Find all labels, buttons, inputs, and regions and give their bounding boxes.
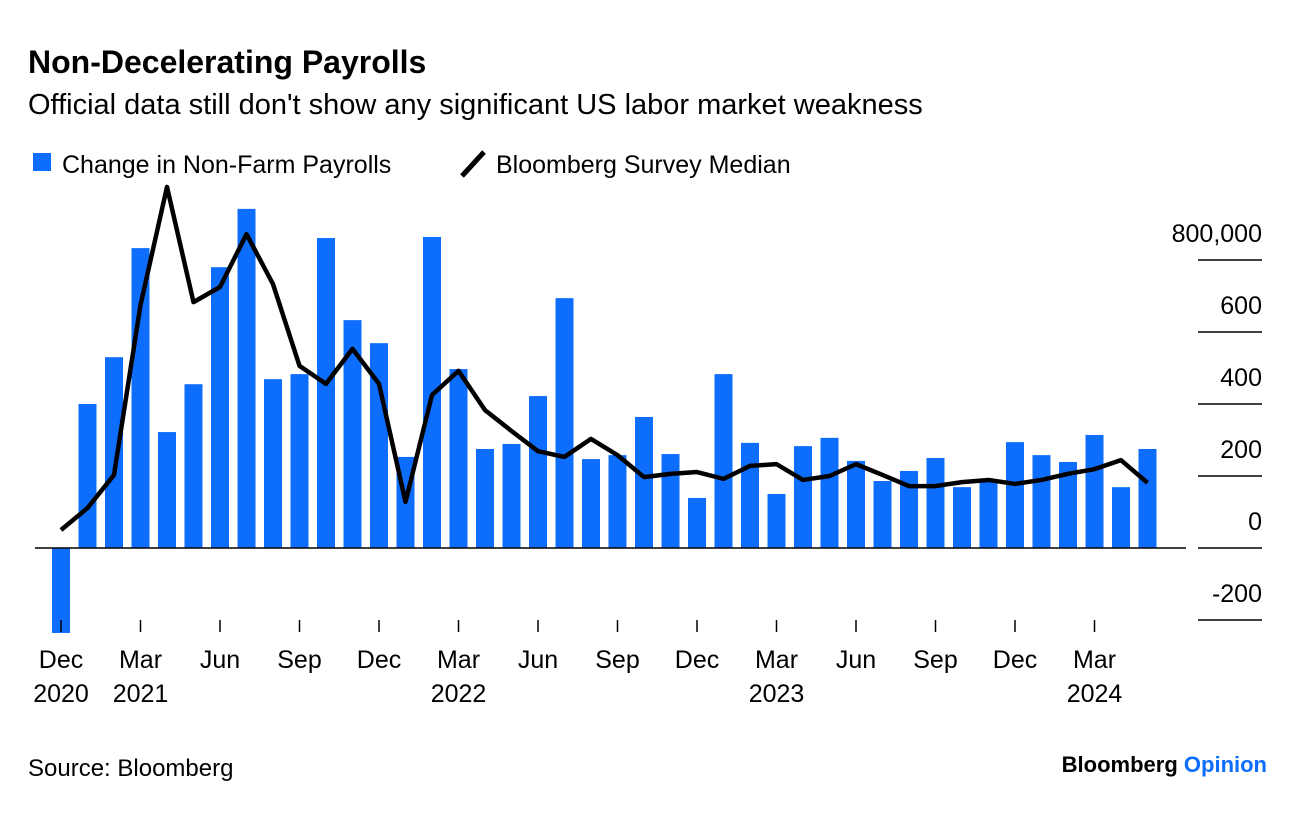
- bar: [237, 208, 256, 548]
- bar: [449, 369, 468, 548]
- source: Source: Bloomberg: [28, 755, 233, 782]
- bar: [820, 437, 839, 548]
- bar: [979, 479, 998, 548]
- bar: [343, 320, 362, 548]
- x-tick-label: Jun: [836, 646, 876, 674]
- y-tick-label: 200: [1220, 436, 1262, 464]
- bar: [1112, 487, 1130, 548]
- bar: [926, 458, 945, 548]
- x-year-label: 2022: [431, 680, 487, 708]
- bar: [1006, 442, 1024, 548]
- legend-label: Change in Non-Farm Payrolls: [62, 151, 391, 179]
- bar: [290, 374, 309, 548]
- x-tick-label: Mar: [437, 646, 480, 674]
- bar: [476, 449, 494, 548]
- bar: [714, 374, 733, 548]
- chart-subtitle: Official data still don't show any signi…: [28, 89, 923, 121]
- x-year-label: 2023: [749, 680, 805, 708]
- bar: [52, 548, 70, 633]
- x-tick-label: Jun: [200, 646, 240, 674]
- y-tick-label: -200: [1212, 580, 1262, 608]
- bar: [317, 238, 335, 549]
- bar: [264, 379, 282, 548]
- x-tick-label: Sep: [595, 646, 639, 674]
- x-tick-label: Dec: [357, 646, 401, 674]
- bar: [184, 384, 203, 548]
- bar: [873, 481, 892, 548]
- bar: [78, 404, 97, 548]
- y-tick-label: 400: [1220, 364, 1262, 392]
- bar: [1138, 449, 1157, 548]
- bar: [158, 432, 176, 548]
- bar: [953, 487, 971, 548]
- bar: [582, 459, 600, 548]
- x-tick-label: Mar: [755, 646, 798, 674]
- x-tick-label: Dec: [675, 646, 719, 674]
- x-tick-label: Dec: [39, 646, 83, 674]
- y-tick-label: 0: [1248, 508, 1262, 536]
- y-tick-label: 800,000: [1172, 220, 1262, 248]
- x-year-label: 2020: [33, 680, 89, 708]
- bar: [529, 396, 547, 548]
- x-tick-label: Mar: [119, 646, 162, 674]
- bar: [635, 416, 653, 548]
- bar: [741, 442, 759, 548]
- brand-name: Bloomberg: [1062, 752, 1178, 777]
- bar: [608, 455, 627, 548]
- x-tick-label: Jun: [518, 646, 558, 674]
- x-tick-label: Dec: [993, 646, 1037, 674]
- bar: [661, 454, 680, 548]
- x-tick-label: Sep: [913, 646, 957, 674]
- legend-swatch: [460, 150, 486, 178]
- bar: [131, 248, 150, 548]
- bar: [767, 494, 786, 548]
- bar: [105, 357, 123, 548]
- y-tick-label: 600: [1220, 292, 1262, 320]
- bar: [1085, 434, 1104, 548]
- legend-swatch: [33, 153, 51, 171]
- bar: [900, 470, 918, 548]
- chart-title: Non-Decelerating Payrolls: [28, 44, 426, 80]
- x-year-label: 2024: [1067, 680, 1123, 708]
- bar: [794, 446, 812, 548]
- bar: [1059, 461, 1077, 548]
- bar: [688, 497, 706, 548]
- bar: [847, 460, 865, 548]
- brand-sub: Opinion: [1184, 752, 1267, 777]
- bar: [502, 443, 521, 548]
- x-tick-label: Mar: [1073, 646, 1116, 674]
- brand: Bloomberg Opinion: [1062, 752, 1267, 777]
- line: [59, 184, 1149, 532]
- bar: [1032, 455, 1051, 548]
- x-tick-label: Sep: [277, 646, 321, 674]
- bar: [211, 267, 229, 548]
- x-year-label: 2021: [113, 680, 169, 708]
- bar: [555, 298, 574, 548]
- legend-label: Bloomberg Survey Median: [496, 151, 791, 179]
